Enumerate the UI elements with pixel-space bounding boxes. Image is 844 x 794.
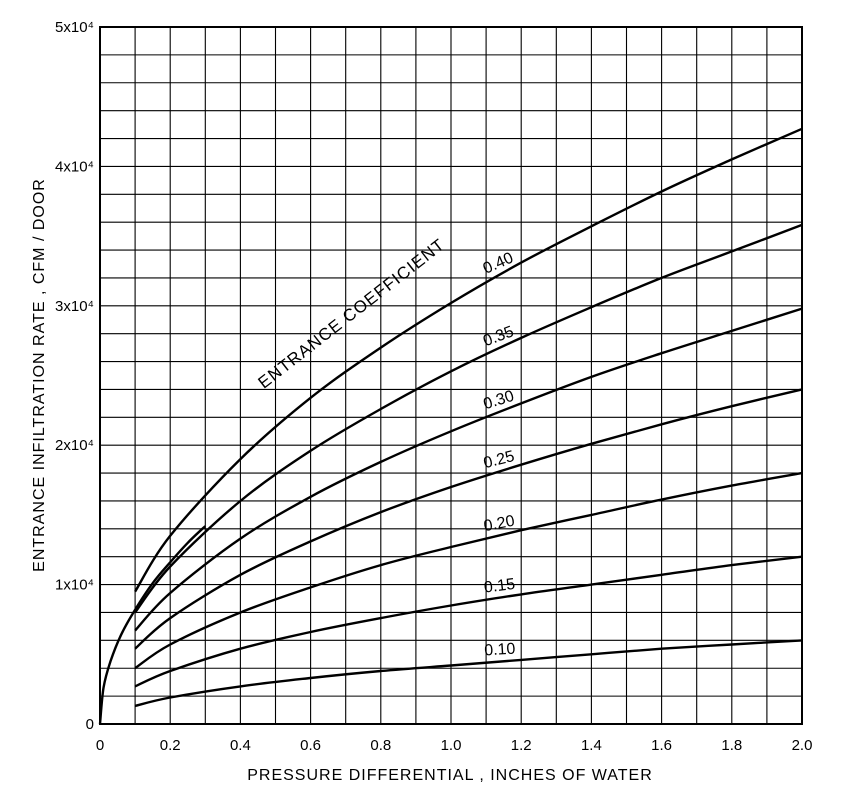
curves <box>98 127 803 725</box>
x-tick-label: 1.8 <box>721 737 742 754</box>
series-line-0-40 <box>134 127 803 593</box>
series-label-0-10: 0.10 <box>484 641 516 660</box>
x-tick-label: 1.4 <box>581 737 602 754</box>
x-axis-label: PRESSURE DIFFERENTIAL , INCHES OF WATER <box>247 767 653 784</box>
y-tick-label: 0 <box>86 716 94 733</box>
y-tick-labels: 0 1x10⁴ 2x10⁴ 3x10⁴ 4x10⁴ 5x10⁴ <box>55 19 94 733</box>
series-line-0-20 <box>134 471 803 670</box>
x-tick-label: 0.2 <box>160 737 181 754</box>
y-tick-label: 3x10⁴ <box>55 298 94 315</box>
series-line-0-35 <box>134 223 803 614</box>
y-tick-label: 1x10⁴ <box>55 577 94 594</box>
series-line-0-25 <box>134 388 803 650</box>
x-tick-label: 1.0 <box>441 737 462 754</box>
x-tick-label: 0 <box>96 737 104 754</box>
x-tick-label: 2.0 <box>792 737 813 754</box>
y-axis-label: ENTRANCE INFILTRATION RATE , CFM / DOOR <box>31 178 48 572</box>
x-tick-label: 1.6 <box>651 737 672 754</box>
y-tick-label: 4x10⁴ <box>55 158 94 175</box>
grid <box>100 27 802 724</box>
y-tick-label: 5x10⁴ <box>55 19 94 36</box>
plot-frame <box>99 26 803 725</box>
series-line-0-05 <box>98 525 207 725</box>
x-tick-labels: 0 0.2 0.4 0.6 0.8 1.0 1.2 1.4 1.6 1.8 2.0 <box>96 737 813 754</box>
x-tick-label: 1.2 <box>511 737 532 754</box>
series-line-0-30 <box>134 307 803 632</box>
x-tick-label: 0.6 <box>300 737 321 754</box>
series-line-0-15 <box>134 555 803 688</box>
series-line-0-10 <box>134 639 803 708</box>
y-tick-label: 2x10⁴ <box>55 437 94 454</box>
x-tick-label: 0.4 <box>230 737 251 754</box>
series-label-0-15: 0.15 <box>483 576 516 597</box>
series-label-0-20: 0.20 <box>482 513 516 536</box>
x-tick-label: 0.8 <box>370 737 391 754</box>
